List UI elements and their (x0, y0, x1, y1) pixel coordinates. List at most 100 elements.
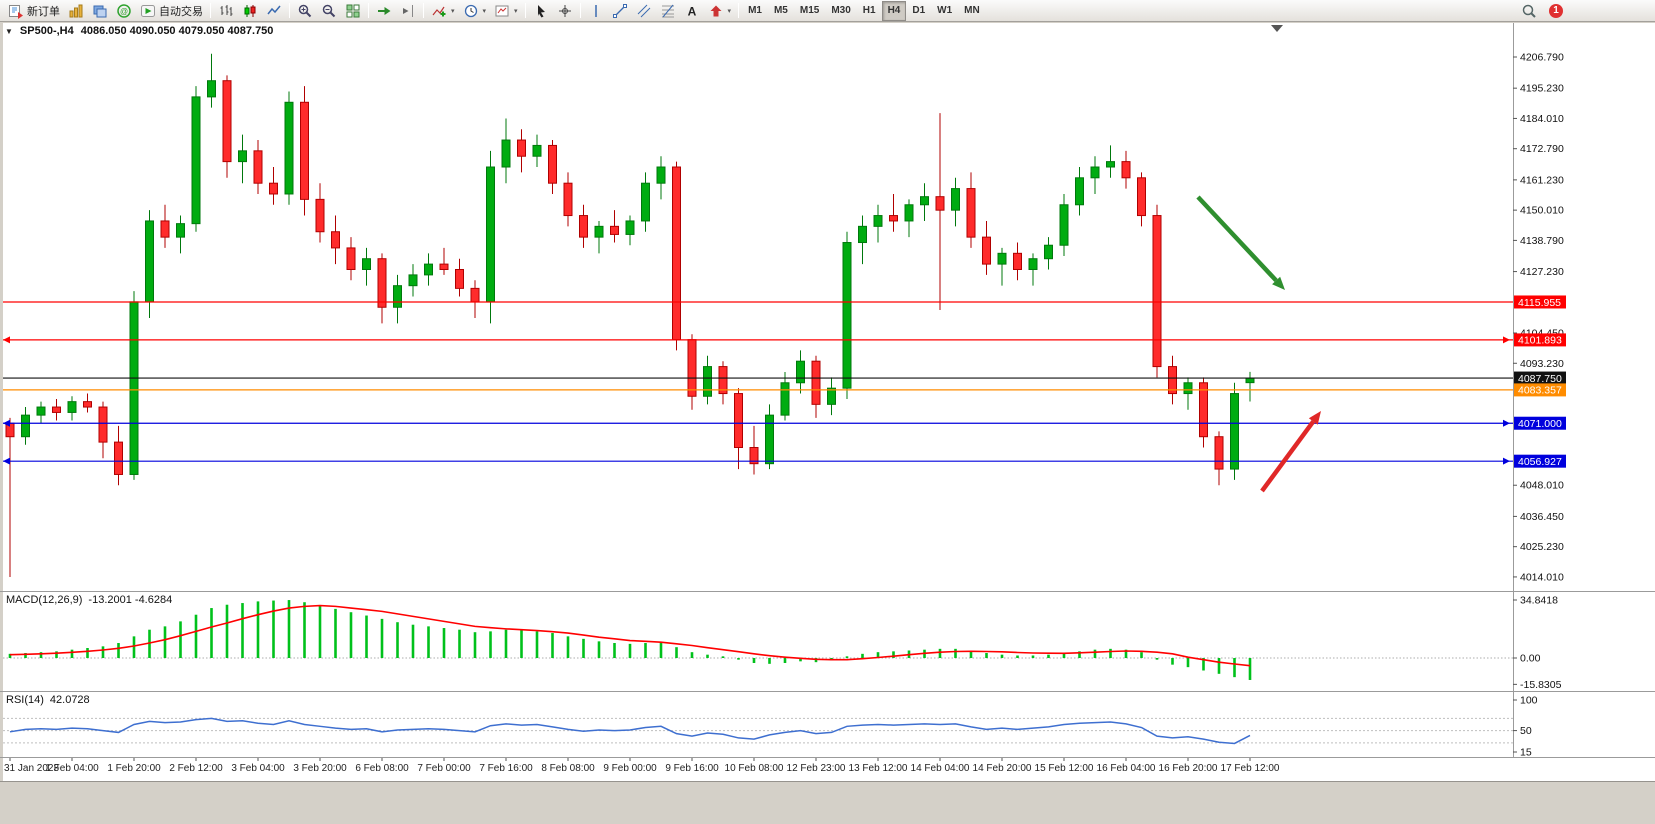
time-tick-label: 9 Feb 00:00 (603, 763, 657, 774)
zoom-out-button[interactable] (317, 1, 341, 21)
toolbar-separator (738, 3, 740, 18)
timeframe-m1-button[interactable]: M1 (742, 1, 768, 21)
fibonacci-button[interactable] (656, 1, 680, 21)
price-tick-label: 4025.230 (1520, 541, 1564, 553)
chart-shift-marker-icon[interactable] (1271, 25, 1283, 32)
horizontal-line-4056.927[interactable] (3, 457, 1513, 465)
timeframe-h1-button[interactable]: H1 (857, 1, 882, 21)
candle (1090, 156, 1100, 194)
toolbar-separator (289, 3, 290, 18)
candle (1028, 253, 1038, 286)
candle (796, 350, 805, 394)
time-tick-label: 3 Feb 20:00 (293, 763, 347, 774)
profiles-button[interactable] (88, 1, 112, 21)
price-tick-label: 4093.230 (1520, 358, 1564, 370)
candle (656, 156, 666, 200)
price-badge: 4071.000 (1514, 416, 1566, 430)
line-chart-mode-button[interactable] (262, 1, 286, 21)
timeframe-m30-button[interactable]: M30 (825, 1, 856, 21)
crosshair-icon (558, 4, 571, 17)
svg-text:4115.955: 4115.955 (1518, 297, 1561, 309)
price-axis[interactable]: 4206.790 4195.230 4184.010 4172.790 4161.230… (1513, 52, 1566, 584)
time-tick-label: 31 Jan 2023 (4, 763, 59, 774)
candle (315, 183, 325, 243)
tile-windows-icon (346, 4, 360, 17)
toolbar-right-group: 1 (1517, 1, 1651, 21)
price-tick-label: 4172.790 (1520, 143, 1564, 155)
candle (889, 193, 898, 232)
line-chart-mode-icon (267, 5, 281, 14)
templates-button[interactable]: ▾ (490, 1, 522, 21)
candle (393, 274, 402, 324)
dropdown-caret-icon: ▾ (514, 7, 518, 15)
periods-button[interactable]: ▾ (459, 1, 491, 21)
macd-axis-label: -15.8305 (1520, 679, 1562, 691)
new-chart-button[interactable] (64, 1, 88, 21)
timeframe-h4-button[interactable]: H4 (881, 0, 907, 21)
arrows-button[interactable]: ▾ (704, 1, 736, 21)
timeframe-mn-button[interactable]: MN (958, 1, 986, 21)
cursor-icon (537, 4, 545, 17)
bar-chart-mode-button[interactable] (214, 1, 238, 21)
time-tick-label: 13 Feb 12:00 (849, 763, 908, 774)
svg-text:@: @ (120, 7, 128, 16)
toolbar-separator (368, 3, 369, 18)
candlestick-mode-button[interactable] (238, 1, 262, 21)
trendline-button[interactable] (608, 1, 632, 21)
toolbar-separator (524, 3, 526, 18)
candle (160, 204, 170, 248)
rsi-axis-label: 15 (1520, 747, 1532, 759)
candle (780, 371, 790, 421)
candle (641, 172, 650, 232)
timeframe-m5-button[interactable]: M5 (768, 1, 794, 21)
horizontal-line-4071.000[interactable] (3, 419, 1513, 427)
candle (191, 86, 201, 232)
candlestick-mode-icon (244, 4, 256, 17)
new-order-button[interactable]: 新订单 (4, 1, 64, 21)
up-trend-arrow-annotation[interactable] (1260, 411, 1321, 493)
time-tick-label: 9 Feb 16:00 (665, 763, 719, 774)
macd-histogram (8, 600, 1252, 680)
crosshair-button[interactable] (553, 1, 577, 21)
down-trend-arrow-annotation[interactable] (1196, 195, 1285, 290)
price-tick-label: 4048.010 (1520, 480, 1564, 492)
auto-scroll-button[interactable] (372, 1, 396, 21)
candle (579, 204, 588, 248)
time-tick-label: 1 Feb 04:00 (45, 763, 99, 774)
chart-shift-button[interactable] (396, 1, 420, 21)
candle (52, 398, 61, 421)
cursor-button[interactable] (529, 1, 553, 21)
time-tick-label: 7 Feb 00:00 (417, 763, 471, 774)
time-tick-label: 2 Feb 12:00 (169, 763, 223, 774)
timeframe-w1-button[interactable]: W1 (931, 1, 958, 21)
tile-windows-button[interactable] (341, 1, 365, 21)
search-button[interactable] (1517, 1, 1541, 21)
candle (1075, 167, 1084, 216)
candle (98, 401, 108, 459)
candlestick-series (5, 53, 1255, 577)
zoom-in-button[interactable] (293, 1, 317, 21)
timeframe-m15-button[interactable]: M15 (794, 1, 825, 21)
timeframe-d1-button[interactable]: D1 (906, 1, 931, 21)
candle (625, 215, 635, 246)
candle (176, 215, 185, 254)
horizontal-line-4101.893[interactable] (3, 336, 1513, 344)
time-tick-label: 3 Feb 04:00 (231, 763, 285, 774)
auto-scroll-icon (378, 6, 391, 15)
vertical-line-button[interactable] (584, 1, 608, 21)
price-badge: 4101.893 (1514, 333, 1566, 347)
community-button[interactable]: @ (112, 1, 136, 21)
indicators-button[interactable]: ▾ (427, 1, 459, 21)
text-button[interactable]: A (680, 1, 704, 21)
notification-badge[interactable]: 1 (1549, 3, 1563, 18)
price-tick-label: 4150.010 (1520, 205, 1564, 217)
autotrading-button[interactable]: 自动交易 (136, 1, 207, 21)
time-tick-label: 14 Feb 04:00 (911, 763, 970, 774)
equidistant-channel-button[interactable] (632, 1, 656, 21)
candle (1168, 355, 1177, 405)
new-order-icon (9, 4, 23, 19)
one-click-trading-toggle-icon[interactable]: ▼ (5, 26, 13, 36)
candle (749, 425, 759, 475)
